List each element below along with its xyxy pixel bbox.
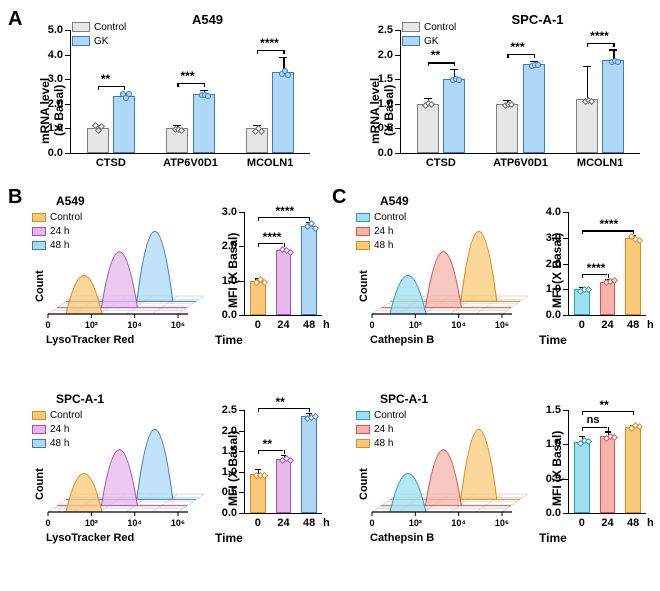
flow-svg: 0 10² 10⁴ 10⁶: [38, 408, 208, 552]
bar-gk: [113, 96, 135, 153]
panelB-spca1-flow: SPC-A-1Control24 h48 h010²10⁴10⁶LysoTrac…: [28, 396, 208, 541]
svg-text:10²: 10²: [409, 320, 422, 330]
svg-text:10⁴: 10⁴: [127, 320, 141, 330]
plot-area: 0.01.02.03.04.05.0CTSD**ATP6V0D1***MCOLN…: [70, 30, 310, 154]
bar: [301, 226, 316, 315]
y-title: mRNA level: [38, 78, 52, 144]
flow-svg: 0 10² 10⁴ 10⁶: [362, 408, 532, 552]
plot-area: 0.00.51.01.52.02.502448****Timeh: [244, 410, 322, 514]
svg-text:10⁴: 10⁴: [127, 518, 141, 528]
panelC-spca1-bar: 0.00.51.01.502448ns**Timeh MFI (X Basal): [568, 396, 660, 541]
svg-text:0: 0: [369, 518, 374, 528]
svg-text:10⁶: 10⁶: [495, 518, 509, 528]
panelB-a549-flow: A549Control24 h48 h010²10⁴10⁶LysoTracker…: [28, 198, 208, 343]
bar-gk: [523, 64, 545, 153]
y-title: MFI (X Basal): [550, 233, 564, 308]
bar: [625, 427, 640, 513]
figure-root: A B C A549 Control GK 0.01.02.03.04.05.0…: [8, 8, 652, 583]
svg-text:0: 0: [45, 320, 50, 330]
bar-gk: [443, 79, 465, 153]
plot-area: 0.00.51.01.52.02.5CTSD**ATP6V0D1***MCOLN…: [400, 30, 640, 154]
bar: [625, 238, 640, 315]
svg-text:10⁴: 10⁴: [451, 518, 465, 528]
bar-control: [417, 104, 439, 153]
panelB-spca1-bar: 0.00.51.01.52.02.502448****Timeh MFI (X …: [244, 396, 344, 541]
svg-text:10⁴: 10⁴: [451, 320, 465, 330]
svg-text:10⁶: 10⁶: [495, 320, 509, 330]
panelB-a549-bar: 0.01.02.03.002448********Timeh MFI (X Ba…: [244, 198, 344, 343]
bar: [276, 250, 291, 315]
svg-text:10²: 10²: [85, 518, 98, 528]
bar-control: [576, 99, 598, 153]
flow-svg: 0 10² 10⁴ 10⁶: [38, 210, 208, 354]
svg-text:10⁶: 10⁶: [171, 518, 185, 528]
panelC-spca1-flow: SPC-A-1Control24 h48 h010²10⁴10⁶Cathepsi…: [352, 396, 532, 541]
panelC-a549-bar: 0.01.02.03.04.002448********Timeh MFI (X…: [568, 198, 660, 343]
bar: [574, 442, 589, 513]
bar-gk: [602, 60, 624, 153]
svg-text:0: 0: [45, 518, 50, 528]
panelA-spca1: SPC-A-1 Control GK 0.00.51.01.52.02.5CTS…: [400, 16, 650, 176]
y-title-2: (X Basal): [52, 85, 66, 136]
bar: [600, 436, 615, 513]
y-title: MFI (X Basal): [226, 233, 240, 308]
svg-text:0: 0: [369, 320, 374, 330]
bar-gk: [272, 72, 294, 153]
y-title: MFI (X Basal): [226, 431, 240, 506]
svg-text:10²: 10²: [85, 320, 98, 330]
bar-control: [496, 104, 518, 153]
bar: [301, 416, 316, 513]
bar-gk: [193, 94, 215, 153]
plot-area: 0.01.02.03.04.002448********Timeh: [568, 212, 646, 316]
plot-area: 0.00.51.01.502448ns**Timeh: [568, 410, 646, 514]
panel-label-a: A: [8, 8, 22, 31]
plot-area: 0.01.02.03.002448********Timeh: [244, 212, 322, 316]
y-title: MFI (X Basal): [550, 431, 564, 506]
y-title-2: (X Basal): [382, 85, 396, 136]
svg-text:10²: 10²: [409, 518, 422, 528]
y-title: mRNA level: [368, 78, 382, 144]
flow-svg: 0 10² 10⁴ 10⁶: [362, 210, 532, 354]
panelA-a549: A549 Control GK 0.01.02.03.04.05.0CTSD**…: [70, 16, 320, 176]
panelC-a549-flow: A549Control24 h48 h010²10⁴10⁶Cathepsin B…: [352, 198, 532, 343]
panelA-a549-title: A549: [192, 12, 223, 27]
panelA-spca1-title: SPC-A-1: [511, 12, 563, 27]
bar: [250, 474, 265, 513]
bar: [276, 459, 291, 513]
bar: [250, 281, 265, 315]
bar: [600, 282, 615, 315]
panel-label-b: B: [8, 186, 22, 209]
svg-text:10⁶: 10⁶: [171, 320, 185, 330]
